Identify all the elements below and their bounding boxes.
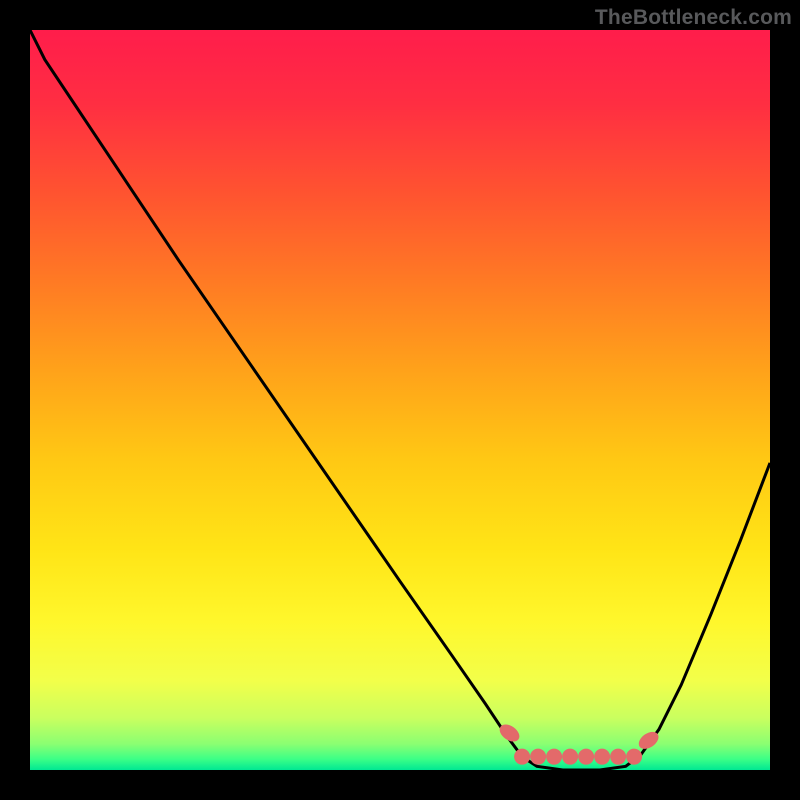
optimal-range-dot — [594, 749, 610, 765]
chart-frame: TheBottleneck.com — [0, 0, 800, 800]
optimal-range-dot — [562, 749, 578, 765]
optimal-range-dot — [578, 749, 594, 765]
gradient-background — [30, 30, 770, 770]
watermark-text: TheBottleneck.com — [595, 6, 792, 30]
bottleneck-chart — [0, 0, 800, 800]
optimal-range-dot — [626, 749, 642, 765]
optimal-range-dot — [530, 749, 546, 765]
optimal-range-dot — [546, 749, 562, 765]
optimal-range-dot — [610, 749, 626, 765]
optimal-range-dot — [514, 749, 530, 765]
